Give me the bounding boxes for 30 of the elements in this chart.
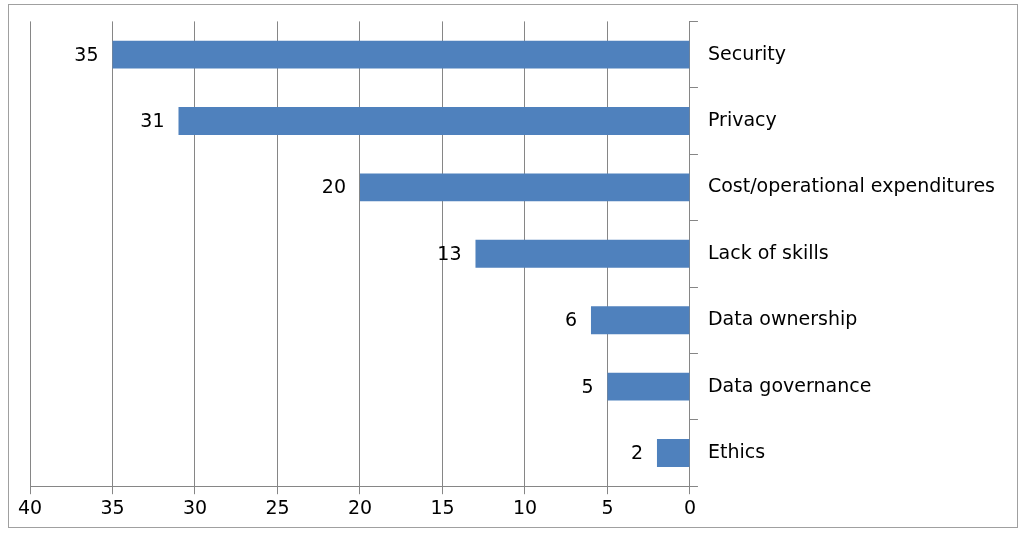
bar bbox=[178, 107, 690, 135]
y-tick-label: Lack of skills bbox=[707, 240, 829, 263]
bar bbox=[656, 439, 690, 467]
data-label: 2 bbox=[630, 440, 643, 463]
y-tick-label: Cost/operational expenditures bbox=[707, 174, 996, 197]
y-tick-label: Data governance bbox=[707, 373, 872, 396]
data-label: 31 bbox=[140, 108, 165, 131]
bar bbox=[359, 173, 690, 202]
bar bbox=[607, 372, 690, 401]
x-tick-label: 35 bbox=[100, 495, 125, 518]
bar bbox=[590, 306, 690, 335]
data-label: 20 bbox=[321, 175, 346, 198]
y-tick-label: Security bbox=[707, 41, 786, 64]
x-tick-label: 10 bbox=[512, 495, 538, 518]
data-label: 6 bbox=[564, 308, 577, 331]
x-tick-label: 0 bbox=[683, 495, 697, 518]
y-tick-label: Data ownership bbox=[707, 307, 858, 330]
data-label: 13 bbox=[437, 241, 462, 264]
x-tick-label: 40 bbox=[17, 495, 43, 518]
y-tick-label: Privacy bbox=[707, 107, 777, 130]
x-tick-label: 20 bbox=[347, 495, 373, 518]
x-tick-label: 25 bbox=[265, 495, 290, 518]
x-tick-label: 5 bbox=[601, 495, 614, 518]
x-tick-label: 15 bbox=[430, 495, 455, 518]
data-label: 5 bbox=[581, 374, 594, 397]
data-label: 35 bbox=[74, 42, 99, 65]
x-tick-label: 30 bbox=[182, 495, 208, 518]
y-tick-label: Ethics bbox=[707, 439, 766, 462]
bar bbox=[475, 239, 690, 268]
bar bbox=[112, 40, 690, 69]
